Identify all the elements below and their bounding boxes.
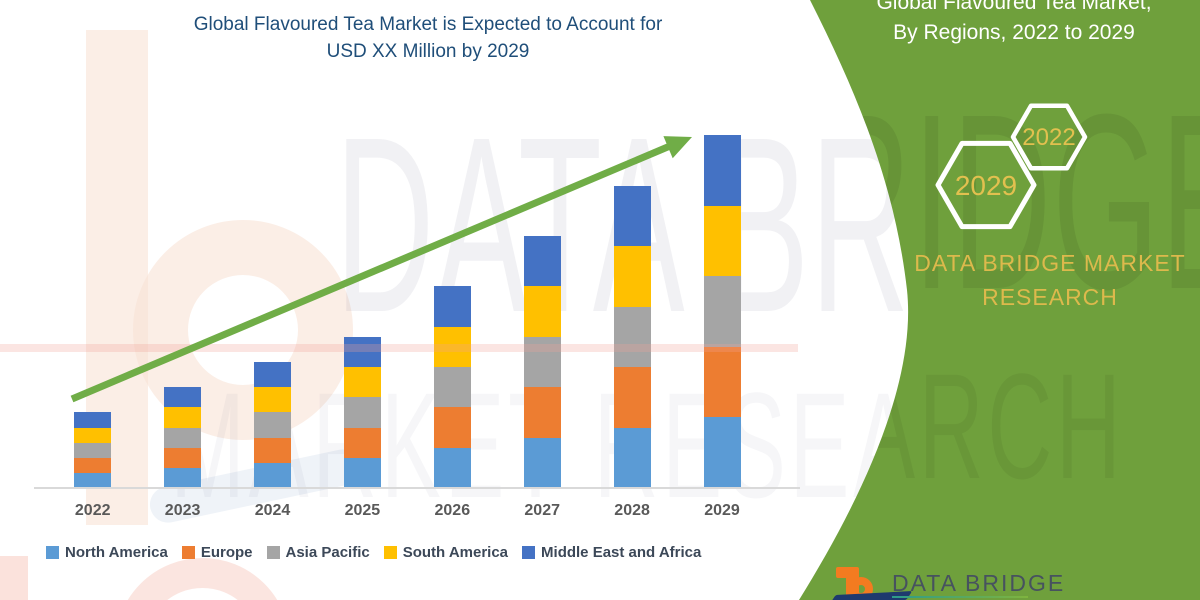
- legend-item-asia-pacific: Asia Pacific: [266, 544, 370, 561]
- bar-segment-2024-asia-pacific: [254, 412, 291, 438]
- legend-marker-icon: [46, 546, 59, 559]
- x-axis-label-2026: 2026: [434, 502, 471, 519]
- bar-segment-2022-asia-pacific: [74, 442, 112, 458]
- legend-label: South America: [402, 544, 509, 561]
- bar-segment-2028-north-america: [613, 427, 651, 488]
- bar-segment-2027-north-america: [523, 437, 561, 488]
- bar-stack-2022: [74, 412, 112, 488]
- legend-label: North America: [65, 544, 168, 561]
- bar-segment-2024-north-america: [254, 462, 291, 488]
- chart-title: Global Flavoured Tea Market is Expected …: [58, 11, 798, 65]
- footer-logo: DATA BRIDGE MARKET RESEARCH: [829, 562, 1166, 600]
- green-panel-shape: [799, 0, 1200, 600]
- x-axis-label-2022: 2022: [74, 502, 111, 519]
- panel-heading-line2: By Regions, 2022 to 2029: [893, 21, 1135, 44]
- bar-segment-2022-europe: [74, 457, 112, 473]
- bar-segment-2029-south-america: [703, 205, 741, 277]
- legend-label: Europe: [200, 544, 253, 561]
- brand-text-line2: RESEARCH: [982, 284, 1118, 310]
- bar-segment-2022-south-america: [74, 427, 112, 443]
- hexagon-2029: [935, 140, 1037, 230]
- legend-marker-icon: [383, 546, 397, 559]
- chart-title-line2: USD XX Million by 2029: [326, 41, 530, 62]
- hexagon-2022: [1010, 103, 1088, 171]
- panel-heading-line1: Global Flavoured Tea Market,: [876, 0, 1152, 14]
- x-axis-label-2029: 2029: [704, 502, 740, 519]
- x-axis-label-2028: 2028: [614, 502, 650, 519]
- legend-item-north-america: North America: [46, 544, 168, 561]
- footer-brand-underline: [892, 596, 1028, 598]
- x-axis-label-2023: 2023: [164, 502, 201, 519]
- logo-b-icon: [836, 567, 853, 578]
- bar-segment-2029-middle-east-and-africa: [703, 135, 741, 206]
- watermark-rect-bottom-left: [0, 556, 28, 600]
- legend-marker-icon: [522, 546, 536, 559]
- bar-segment-2026-europe: [433, 407, 471, 448]
- chart-title-line1: Global Flavoured Tea Market is Expected …: [193, 14, 663, 35]
- watermark-text-row2-on-green: MARKET RESEARCH: [172, 343, 1124, 510]
- bar-segment-2024-europe: [254, 437, 291, 463]
- x-axis-line: [34, 487, 800, 489]
- legend-marker-icon: [266, 546, 280, 559]
- x-axis-label-2024: 2024: [254, 502, 291, 519]
- bar-segment-2023-europe: [164, 447, 202, 468]
- x-axis-label-2027: 2027: [524, 502, 560, 519]
- bar-segment-2026-north-america: [433, 447, 471, 488]
- chart-legend: North America Europe Asia Pacific South Ame…: [46, 544, 701, 561]
- hexagon-2029-label: 2029: [955, 170, 1017, 201]
- brand-text-line1: DATA BRIDGE MARKET: [914, 250, 1186, 276]
- bar-segment-2023-asia-pacific: [164, 427, 202, 448]
- bar-segment-2029-north-america: [703, 417, 741, 488]
- bar-segment-2025-europe: [343, 427, 381, 458]
- legend-marker-icon: [181, 546, 195, 559]
- bar-segment-2025-north-america: [343, 457, 381, 488]
- bar-segment-2025-asia-pacific: [343, 397, 381, 428]
- legend-item-middle-east-and-africa: Middle East and Africa: [522, 544, 701, 561]
- hexagon-2022-label: 2022: [1022, 124, 1075, 151]
- bar-segment-2029-asia-pacific: [703, 276, 741, 347]
- x-axis-label-2025: 2025: [344, 502, 381, 519]
- legend-label: Asia Pacific: [285, 544, 370, 561]
- bar-segment-2023-north-america: [164, 467, 202, 488]
- legend-item-south-america: South America: [383, 544, 509, 561]
- bar-stack-2029: [703, 135, 741, 488]
- bar-segment-2029-europe: [703, 346, 741, 418]
- panel-heading: Global Flavoured Tea Market, By Regions,…: [828, 0, 1200, 48]
- bar-segment-2022-middle-east-and-africa: [74, 412, 112, 428]
- legend-item-europe: Europe: [181, 544, 253, 561]
- legend-label: Middle East and Africa: [541, 544, 702, 561]
- brand-text: DATA BRIDGE MARKET RESEARCH: [870, 246, 1200, 314]
- bar-segment-2022-north-america: [74, 472, 112, 488]
- bar-segment-2023-south-america: [164, 407, 202, 428]
- footer-brand-name: DATA BRIDGE: [892, 570, 1066, 596]
